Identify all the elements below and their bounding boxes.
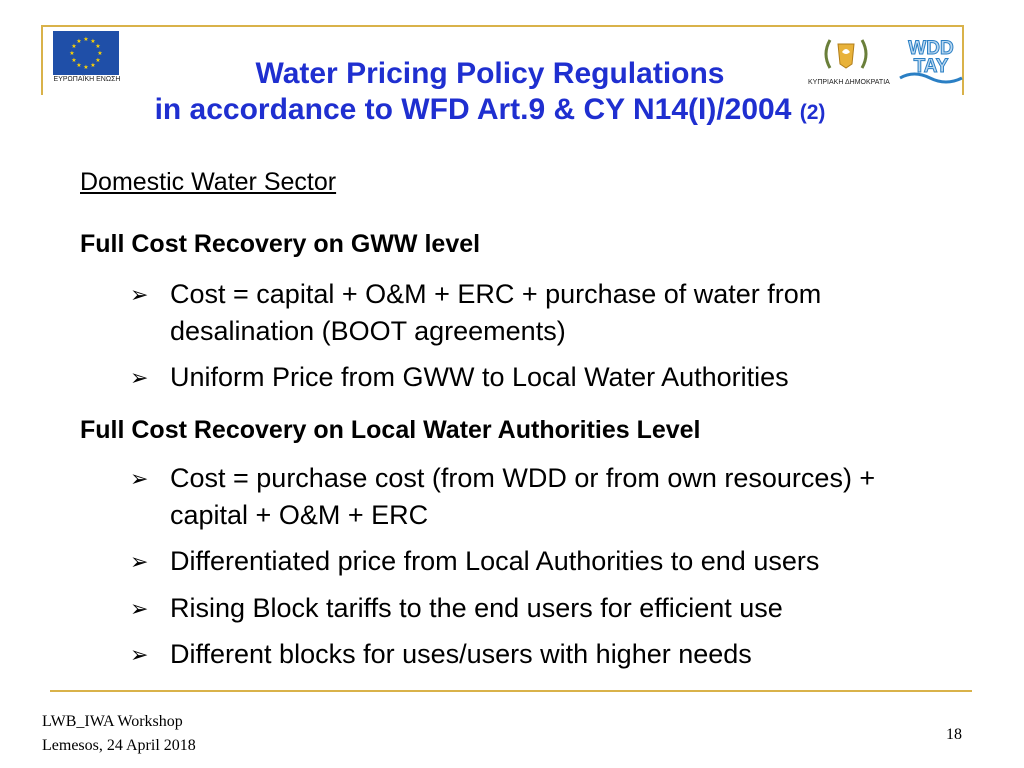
bullet-text: Uniform Price from GWW to Local Water Au… (170, 362, 789, 392)
svg-text:★: ★ (95, 43, 100, 50)
eu-caption: ΕΥΡΩΠΑΪΚΗ ΕΝΩΣΗ (53, 76, 121, 83)
svg-text:★: ★ (97, 50, 102, 57)
title-line-2-text: in accordance to WFD Art.9 & CY N14(I)/2… (154, 93, 792, 126)
bullet-text: Differentiated price from Local Authorit… (170, 546, 820, 576)
svg-text:★: ★ (83, 64, 88, 71)
cyprus-emblem-icon (824, 39, 868, 69)
block-heading-gww: Full Cost Recovery on GWW level (80, 230, 481, 258)
page-number: 18 (946, 726, 962, 743)
header-frame-top (41, 25, 964, 27)
svg-text:★: ★ (95, 57, 100, 64)
arrow-bullet-icon: ➢ (130, 282, 149, 307)
eu-logo: ★ ★ ★ ★ ★ ★ ★ ★ ★ ★ ★ ★ ΕΥΡΩΠΑΪΚΗ ΕΝΩΣΗ (53, 31, 121, 85)
footer-event: LWB_IWA Workshop Lemesos, 24 April 2018 (42, 710, 196, 758)
wdd-logo: WDD TAY (898, 34, 964, 84)
arrow-bullet-icon: ➢ (130, 596, 149, 621)
svg-text:★: ★ (69, 50, 74, 57)
footer-divider (50, 690, 972, 692)
footer-event-date: Lemesos, 24 April 2018 (42, 737, 196, 754)
arrow-bullet-icon: ➢ (130, 466, 149, 491)
header-frame-left (41, 25, 43, 95)
wdd-logo-icon: WDD TAY (899, 38, 963, 84)
bullet-text: Cost = purchase cost (from WDD or from o… (170, 463, 876, 530)
cyprus-emblem-logo: ΚΥΠΡΙΑΚΗ ΔΗΜΟΚΡΑΤΙΑ (808, 34, 890, 88)
arrow-bullet-icon: ➢ (130, 549, 149, 574)
svg-text:TAY: TAY (914, 56, 949, 77)
svg-text:★: ★ (71, 43, 76, 50)
svg-text:WDD: WDD (908, 38, 953, 59)
svg-text:★: ★ (76, 38, 81, 45)
header-frame-right (962, 25, 964, 95)
slide-title: Water Pricing Policy Regulations in acco… (90, 56, 890, 131)
bullet-text: Cost = capital + O&M + ERC + purchase of… (170, 279, 822, 346)
svg-text:★: ★ (90, 38, 95, 45)
cyprus-caption: ΚΥΠΡΙΑΚΗ ΔΗΜΟΚΡΑΤΙΑ (808, 79, 890, 86)
title-line-1: Water Pricing Policy Regulations (255, 57, 725, 90)
bullet-text: Different blocks for uses/users with hig… (170, 639, 752, 669)
block-heading-local-authorities: Full Cost Recovery on Local Water Author… (80, 416, 701, 444)
section-heading: Domestic Water Sector (80, 168, 337, 196)
bullet-item: ➢ Cost = capital + O&M + ERC + purchase … (130, 276, 950, 350)
arrow-bullet-icon: ➢ (130, 642, 149, 667)
svg-text:★: ★ (83, 36, 88, 43)
svg-text:★: ★ (76, 62, 81, 69)
bullet-item: ➢ Cost = purchase cost (from WDD or from… (130, 460, 950, 534)
bullet-text: Rising Block tariffs to the end users fo… (170, 593, 783, 623)
svg-text:★: ★ (71, 57, 76, 64)
eu-flag-icon: ★ ★ ★ ★ ★ ★ ★ ★ ★ ★ ★ ★ (53, 31, 119, 75)
title-line-2: in accordance to WFD Art.9 & CY N14(I)/2… (90, 92, 890, 131)
svg-text:★: ★ (90, 62, 95, 69)
arrow-bullet-icon: ➢ (130, 365, 149, 390)
title-part-number: (2) (799, 101, 826, 124)
footer-event-name: LWB_IWA Workshop (42, 713, 183, 730)
